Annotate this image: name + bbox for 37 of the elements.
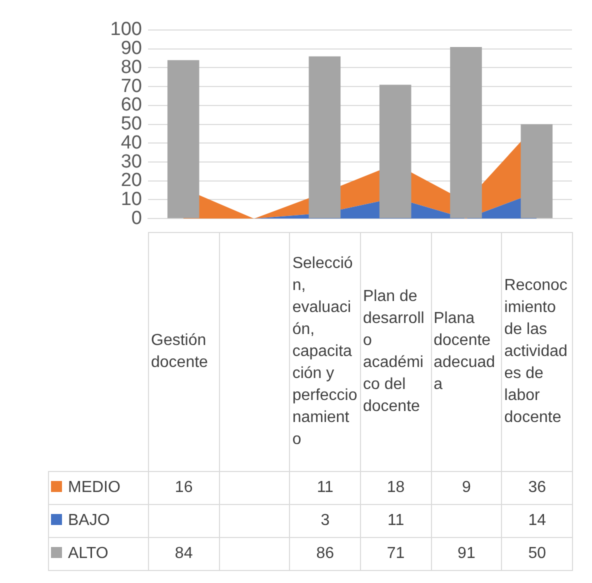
y-tick-label: 30 <box>120 151 142 172</box>
data-label: 18 <box>360 472 432 504</box>
x-tick-label: Plana docente adecuada <box>431 232 502 472</box>
data-label: 84 <box>148 538 220 570</box>
legend-label: BAJO <box>48 504 148 538</box>
y-tick-label: 0 <box>131 208 142 229</box>
data-label: 86 <box>290 538 360 570</box>
x-tick-label: Reconocimiento de las actividades de labor docente <box>502 232 572 472</box>
legend-label: MEDIO <box>48 472 148 504</box>
y-tick-label: 80 <box>120 56 142 78</box>
category-label: Selección, evaluación, capacitación y perfeccionamiento <box>292 255 358 448</box>
y-tick-label: 70 <box>120 76 142 97</box>
data-label: 50 <box>502 538 572 570</box>
legend-label: ALTO <box>48 538 148 570</box>
bar <box>167 60 200 218</box>
bar <box>450 46 482 218</box>
bar <box>308 56 341 218</box>
y-tick-label: 10 <box>120 188 142 210</box>
data-label: 11 <box>290 472 360 504</box>
data-label: 11 <box>360 504 432 538</box>
data-label: 91 <box>431 538 502 570</box>
data-label: 14 <box>502 504 572 538</box>
data-label: 9 <box>431 472 502 504</box>
y-tick-label: 20 <box>120 170 142 192</box>
y-tick-label: 50 <box>120 114 142 135</box>
data-label: 16 <box>148 472 220 504</box>
bar <box>520 124 553 218</box>
bar <box>379 84 412 218</box>
data-label: 71 <box>360 538 432 570</box>
data-label: 36 <box>502 472 572 504</box>
x-tick-label: Gestión docente <box>148 232 220 472</box>
y-tick-label: 40 <box>120 132 142 154</box>
y-tick-label: 90 <box>120 38 142 60</box>
y-tick-label: 100 <box>110 19 142 40</box>
y-tick-label: 60 <box>120 94 142 116</box>
x-tick-label: Plan de desarrollo académico del docente <box>360 232 432 472</box>
data-label: 3 <box>290 504 360 538</box>
